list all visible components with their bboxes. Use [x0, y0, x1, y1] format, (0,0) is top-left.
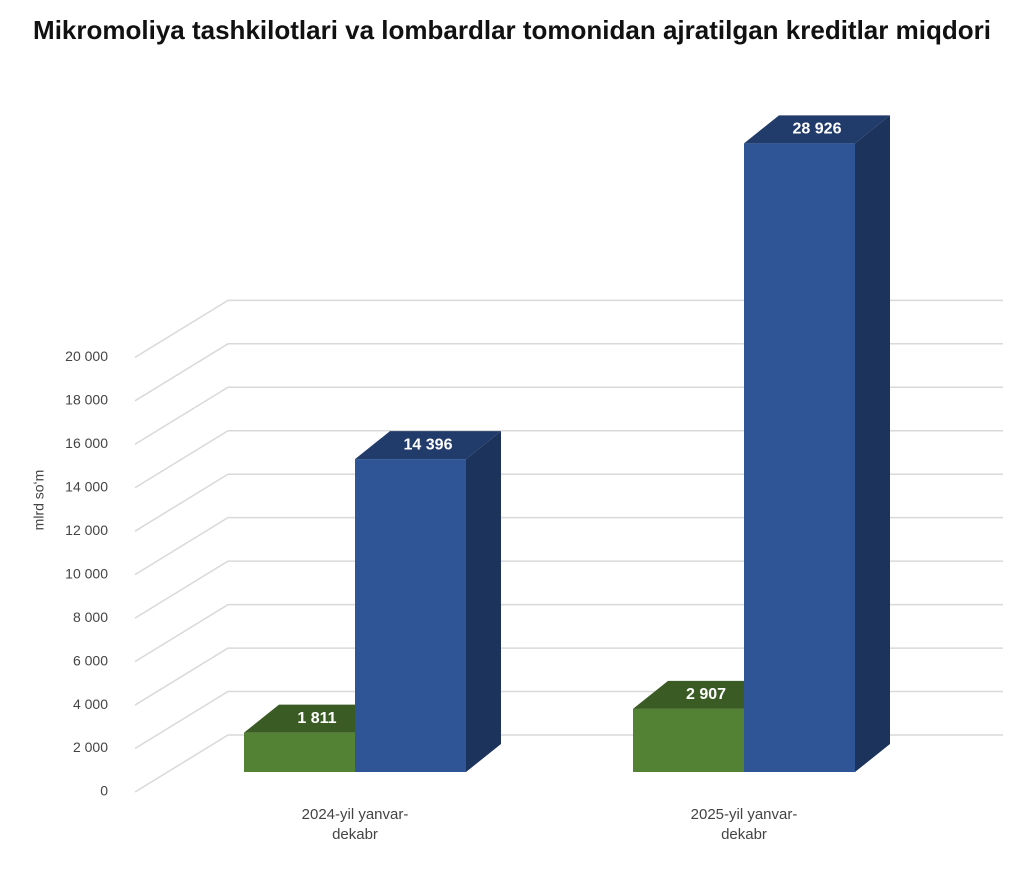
bar-top — [355, 431, 501, 460]
y-tick-label: 0 — [100, 783, 108, 799]
y-axis-label: mlrd soʻm — [31, 470, 47, 531]
y-tick-label: 12 000 — [65, 522, 108, 538]
bar-top — [244, 704, 390, 733]
bar-side — [466, 431, 501, 772]
x-tick-label: 2024-yil yanvar-dekabr — [301, 806, 409, 843]
bar-top — [744, 115, 890, 144]
y-tick-label: 14 000 — [65, 478, 108, 494]
bar-top — [633, 680, 779, 709]
bar-front — [355, 459, 466, 772]
value-label: 14 396 — [404, 436, 453, 453]
value-label: 28 926 — [793, 121, 842, 138]
y-tick-label: 16 000 — [65, 435, 108, 451]
value-label: 2 907 — [686, 686, 726, 703]
bar-front — [244, 732, 355, 772]
bar-side — [855, 115, 890, 772]
y-tick-label: 2 000 — [73, 739, 108, 755]
y-tick-label: 18 000 — [65, 392, 108, 408]
x-tick-label: 2025-yil yanvar-dekabr — [690, 806, 798, 843]
y-tick-label: 4 000 — [73, 696, 108, 712]
chart-title: Mikromoliya tashkilotlari va lombardlar … — [33, 15, 991, 45]
y-tick-label: 8 000 — [73, 609, 108, 625]
y-tick-label: 6 000 — [73, 652, 108, 668]
bar-front — [633, 708, 744, 772]
y-tick-label: 20 000 — [65, 348, 108, 364]
y-tick-label: 10 000 — [65, 565, 108, 581]
value-label: 1 811 — [297, 710, 336, 727]
bar-front — [744, 143, 855, 772]
bar — [744, 115, 890, 772]
bar — [355, 431, 501, 772]
